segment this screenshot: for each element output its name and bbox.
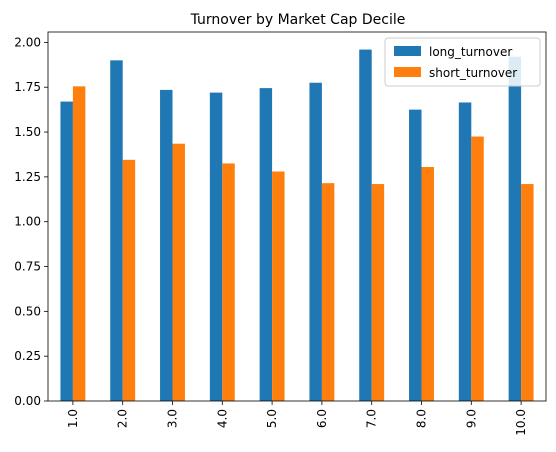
- legend-swatch-long_turnover: [394, 46, 421, 56]
- bar-short_turnover-5.0: [272, 171, 285, 401]
- x-tick-label: 8.0: [415, 409, 429, 428]
- y-axis: 0.00 0.25 0.50 0.75 1.00 1.25 1.50 1.75 2.00: [14, 35, 48, 408]
- bar-long_turnover-7.0: [359, 49, 372, 401]
- y-tick-label: 0.25: [14, 349, 41, 363]
- x-tick-label: 3.0: [166, 409, 180, 428]
- bar-long_turnover-10.0: [508, 56, 522, 401]
- legend: long_turnover short_turnover: [384, 37, 541, 87]
- y-tick-label: 1.50: [14, 125, 41, 139]
- bar-short_turnover-2.0: [122, 159, 136, 401]
- x-tick-label: 7.0: [365, 409, 379, 428]
- bar-short_turnover-4.0: [222, 163, 235, 401]
- x-tick-label: 6.0: [315, 409, 329, 428]
- plot-frame: [47, 31, 547, 402]
- legend-label-short_turnover: short_turnover: [429, 66, 517, 80]
- bar-short_turnover-1.0: [72, 86, 86, 401]
- x-tick-label: 5.0: [265, 409, 279, 428]
- bar-short_turnover-6.0: [321, 183, 335, 401]
- bar-long_turnover-1.0: [60, 101, 73, 401]
- x-tick-label: 2.0: [116, 409, 130, 428]
- x-tick-label: 4.0: [215, 409, 229, 428]
- y-tick-label: 2.00: [14, 35, 41, 49]
- bars-group: [60, 49, 534, 402]
- bar-long_turnover-3.0: [160, 89, 173, 401]
- bar-long_turnover-8.0: [409, 109, 422, 401]
- legend-label-long_turnover: long_turnover: [429, 45, 512, 59]
- bar-long_turnover-2.0: [110, 60, 123, 402]
- bar-short_turnover-9.0: [471, 136, 484, 401]
- bar-long_turnover-5.0: [259, 88, 273, 401]
- x-axis: 1.0 2.0 3.0 4.0 5.0 6.0 7.0 8.0 9.0 10.0: [66, 401, 528, 436]
- bar-short_turnover-3.0: [172, 143, 185, 401]
- x-tick-label: 1.0: [66, 409, 80, 428]
- y-tick-label: 0.00: [14, 394, 41, 408]
- bar-long_turnover-6.0: [309, 82, 322, 402]
- y-tick-label: 0.75: [14, 260, 41, 274]
- x-tick-label: 10.0: [514, 409, 528, 436]
- y-tick-label: 1.75: [14, 80, 41, 94]
- y-tick-label: 1.00: [14, 215, 41, 229]
- legend-swatch-short_turnover: [394, 67, 421, 77]
- chart-title: Turnover by Market Cap Decile: [190, 12, 406, 28]
- x-tick-label: 9.0: [464, 409, 478, 428]
- bar-short_turnover-10.0: [521, 184, 534, 401]
- bar-long_turnover-4.0: [209, 92, 223, 401]
- legend-box: [384, 37, 541, 87]
- y-tick-label: 1.25: [14, 170, 41, 184]
- bar-short_turnover-8.0: [421, 167, 434, 401]
- bar-short_turnover-7.0: [371, 184, 385, 401]
- bar-long_turnover-9.0: [458, 102, 472, 401]
- y-tick-label: 0.50: [14, 304, 41, 318]
